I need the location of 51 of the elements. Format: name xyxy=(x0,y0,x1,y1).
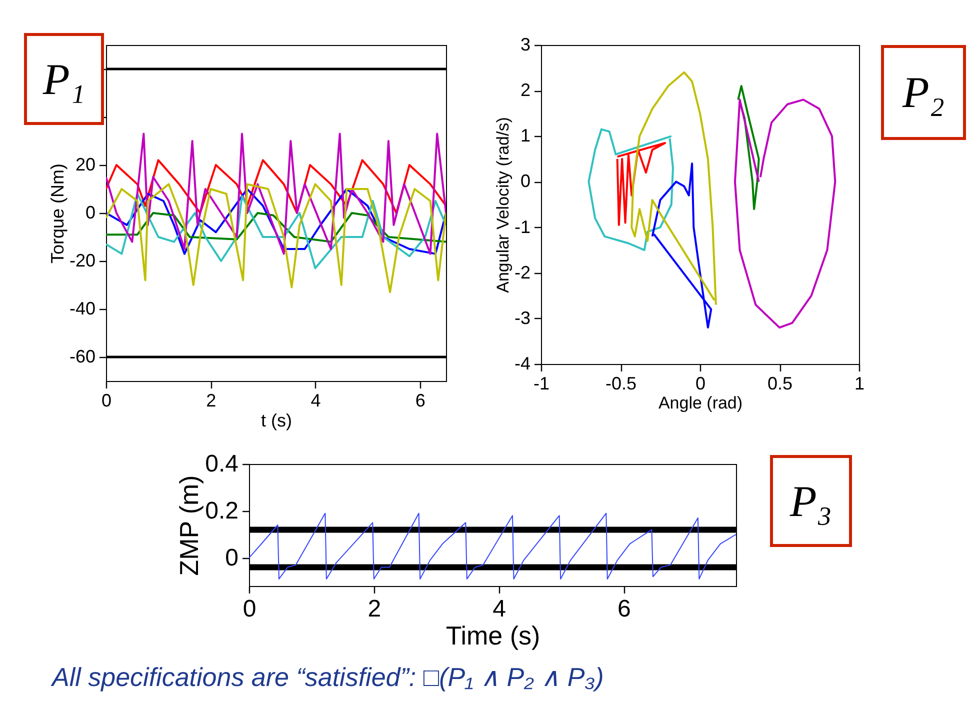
y-tick-label: 3 xyxy=(520,34,530,54)
y-tick-label: 2 xyxy=(520,80,530,100)
x-tick-label: 4 xyxy=(310,390,321,410)
line-series xyxy=(106,183,446,294)
y-tick-label: 0.2 xyxy=(205,497,238,524)
x-tick-label: 1 xyxy=(854,374,865,394)
y-tick-label: 0 xyxy=(520,171,530,192)
y-axis-title: Angular Velocity (rad/s) xyxy=(493,117,512,293)
x-tick-label: 0 xyxy=(695,374,706,394)
x-tick-label: 0 xyxy=(101,390,112,410)
y-tick-label: -40 xyxy=(69,298,96,318)
x-tick-label: 2 xyxy=(368,596,382,622)
line-series xyxy=(630,71,717,306)
x-tick-label: 0.5 xyxy=(767,374,793,394)
y-tick-label: -1 xyxy=(514,216,530,237)
y-tick-label: -2 xyxy=(514,262,530,282)
y-tick-label: 20 xyxy=(75,154,96,174)
x-tick-label: 6 xyxy=(415,390,426,410)
y-tick-label: -4 xyxy=(514,354,530,374)
line-series xyxy=(616,142,666,226)
text: All specifications are “satisfied”: □(P₁ ∧ P₂ ∧ P₃) xyxy=(52,662,604,693)
x-tick-label: 0 xyxy=(242,596,256,622)
line-series xyxy=(734,98,836,329)
x-tick-label: -0.5 xyxy=(605,374,637,394)
line-series xyxy=(106,192,446,270)
x-axis-title: Time (s) xyxy=(446,620,540,650)
x-tick-label: -1 xyxy=(533,374,550,394)
text: P₁ xyxy=(24,33,104,125)
y-axis-title: ZMP (m) xyxy=(174,475,204,576)
line-series xyxy=(588,128,674,252)
y-tick-label: 0.4 xyxy=(205,450,238,478)
x-tick-label: 6 xyxy=(617,596,631,622)
line-series xyxy=(651,162,712,329)
line-series xyxy=(106,159,446,214)
line-series xyxy=(106,132,446,255)
y-tick-label: -20 xyxy=(69,250,96,270)
y-tick-label: 0 xyxy=(85,202,96,222)
line-series xyxy=(737,85,760,210)
x-axis-title: Angle (rad) xyxy=(658,394,743,412)
x-axis-title: t (s) xyxy=(261,410,292,430)
y-tick-label: -60 xyxy=(69,346,96,366)
text: P₂ xyxy=(881,45,966,140)
y-axis-title: Torque (Nm) xyxy=(47,163,68,264)
text: P₃ xyxy=(770,455,852,547)
line-series xyxy=(106,212,446,243)
line-series xyxy=(106,188,446,255)
y-tick-label: 0 xyxy=(225,544,238,572)
y-tick-label: 1 xyxy=(520,126,530,146)
line-series xyxy=(249,512,736,580)
x-tick-label: 4 xyxy=(492,596,506,622)
y-tick-label: -3 xyxy=(514,308,530,328)
